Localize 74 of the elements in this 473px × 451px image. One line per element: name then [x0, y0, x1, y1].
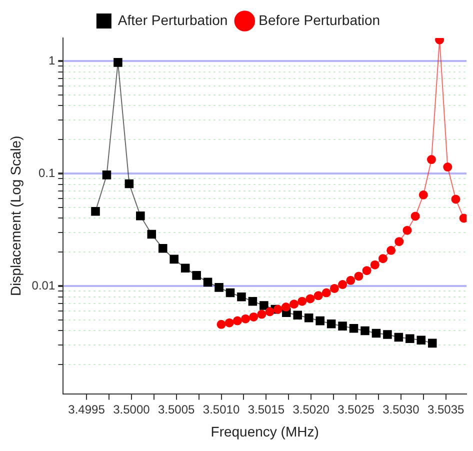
x-tick-label: 3.5030	[382, 402, 420, 416]
legend-label: Before Perturbation	[258, 12, 380, 28]
point	[192, 271, 201, 280]
x-tick-label: 3.5005	[158, 402, 196, 416]
point	[322, 288, 331, 298]
point	[443, 162, 452, 172]
point	[354, 272, 364, 281]
y-tick-label: 0.01	[32, 278, 56, 292]
point	[224, 318, 234, 328]
point	[314, 291, 323, 300]
x-tick-label: 3.5000	[113, 402, 150, 416]
point	[426, 155, 436, 164]
point	[241, 314, 250, 324]
y-tick-label: 1	[48, 53, 56, 68]
point	[298, 296, 307, 306]
point	[428, 338, 437, 348]
point	[260, 301, 268, 310]
point	[306, 294, 315, 304]
x-tick-label: 3.5020	[292, 402, 330, 416]
x-tick-label: 3.5015	[248, 402, 285, 416]
point	[158, 244, 168, 253]
point	[370, 260, 380, 270]
point	[394, 332, 404, 342]
point	[257, 310, 266, 319]
point	[416, 336, 426, 345]
point	[273, 304, 282, 314]
point	[418, 190, 428, 200]
point	[226, 288, 235, 298]
x-tick-label: 3.5025	[338, 402, 375, 416]
x-tick-label: 3.5010	[202, 402, 240, 416]
x-axis-title: Frequency (MHz)	[210, 423, 319, 440]
point	[372, 328, 381, 338]
point	[378, 254, 388, 264]
point	[360, 326, 370, 336]
point	[248, 296, 258, 306]
point	[203, 278, 212, 287]
point	[214, 283, 224, 292]
point	[114, 58, 122, 67]
point	[170, 254, 178, 264]
y-tick-label: 0.1	[38, 166, 56, 180]
y-axis-title: Displacement (Log Scale)	[7, 136, 24, 296]
point	[147, 230, 156, 239]
point	[386, 246, 396, 255]
point	[316, 316, 324, 326]
point	[281, 302, 290, 312]
point	[136, 211, 145, 220]
point	[216, 320, 226, 329]
point	[232, 316, 242, 326]
point	[410, 212, 420, 221]
point	[402, 226, 412, 235]
point	[326, 320, 336, 328]
point	[237, 292, 246, 302]
point	[451, 194, 460, 204]
legend-label: After Perturbation	[118, 12, 228, 28]
x-tick-label: 3.4995	[68, 402, 106, 416]
point	[304, 314, 314, 322]
point	[338, 322, 347, 330]
point	[124, 179, 134, 188]
point	[249, 312, 258, 322]
point	[406, 334, 414, 344]
point	[265, 307, 274, 316]
point	[180, 264, 190, 273]
point	[394, 237, 404, 246]
point	[338, 280, 348, 290]
point	[330, 284, 339, 293]
point	[349, 324, 358, 333]
point	[290, 300, 299, 309]
point	[362, 266, 372, 276]
point	[293, 310, 302, 320]
x-tick-label: 3.5035	[427, 402, 465, 416]
point	[383, 330, 392, 339]
point	[346, 276, 356, 285]
point	[102, 170, 112, 180]
point	[91, 207, 100, 216]
